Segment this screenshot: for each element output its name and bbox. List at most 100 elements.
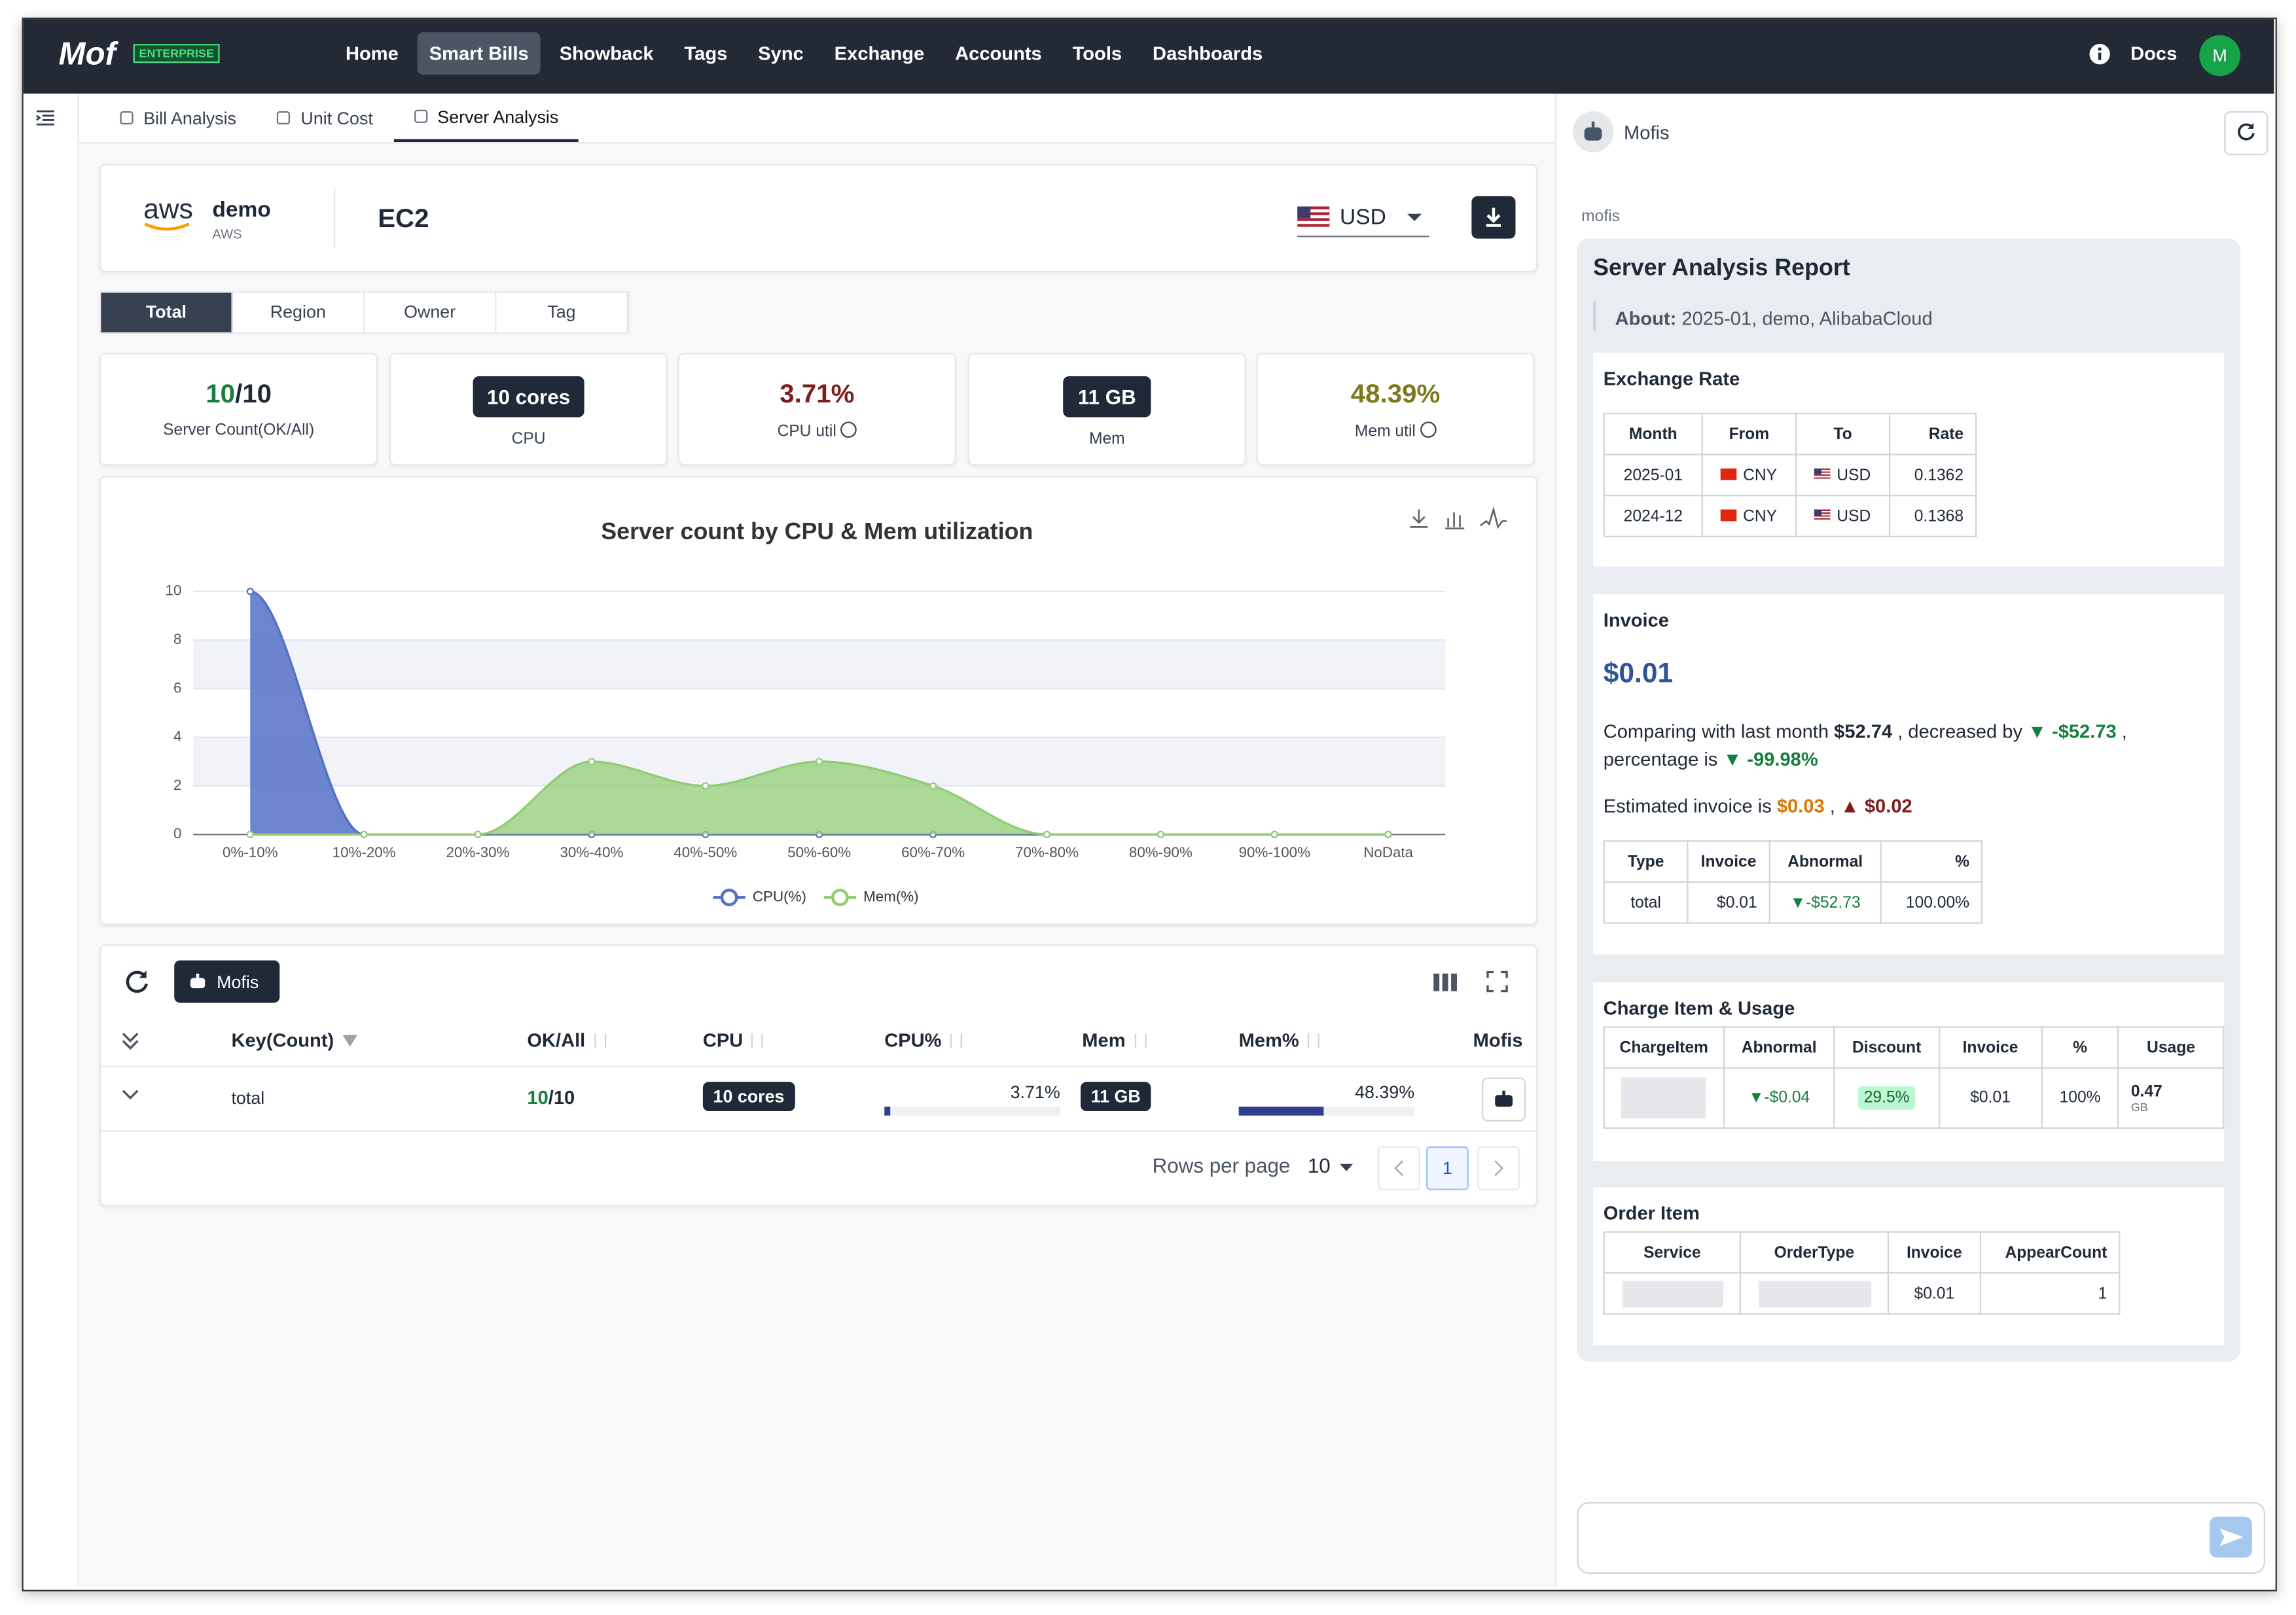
refresh-icon[interactable] — [124, 969, 151, 995]
docs-link[interactable]: Docs — [2130, 42, 2178, 65]
stat-card: 10 cores CPU — [389, 353, 668, 466]
avatar[interactable]: M — [2199, 35, 2240, 77]
send-button[interactable] — [2209, 1516, 2252, 1558]
text: , — [2121, 720, 2127, 743]
section-title: Charge Item & Usage — [1603, 997, 1795, 1020]
flag — [1721, 508, 1738, 521]
point — [360, 830, 368, 838]
cell — [1739, 1272, 1889, 1315]
column-header[interactable]: Mem% — [1238, 1029, 1299, 1052]
stat-pill: 10 cores — [472, 376, 585, 417]
expand-all-icon[interactable] — [120, 1031, 140, 1051]
nav-item[interactable]: Smart Bills — [417, 32, 541, 75]
sort-icon[interactable] — [1307, 1033, 1319, 1048]
segment[interactable]: Owner — [365, 293, 497, 332]
x-tick-label: 80%-90% — [1129, 844, 1193, 861]
cell-text: $0.01 — [1914, 1285, 1955, 1302]
tab[interactable]: Unit Cost — [257, 94, 393, 142]
toolbox[interactable] — [1410, 506, 1507, 529]
fullscreen-icon[interactable] — [1486, 970, 1509, 993]
header-cell: ChargeItem — [1603, 1026, 1725, 1069]
mofis-button[interactable]: Mofis — [174, 960, 280, 1003]
nav-item[interactable]: Showback — [559, 42, 654, 65]
column-header[interactable]: Key(Count) — [231, 1029, 334, 1052]
bar-icon[interactable] — [1445, 512, 1465, 529]
point — [929, 782, 937, 790]
last-month: $52.74 — [1834, 720, 1893, 743]
stat-value: 48.39% — [1258, 379, 1534, 410]
redacted — [1757, 1280, 1871, 1307]
percentage: ▼ -99.98% — [1723, 748, 1818, 770]
report-table: Service OrderType Invoice AppearCount $0.01 1 — [1603, 1231, 2121, 1315]
column-header[interactable]: Mem — [1082, 1029, 1126, 1052]
column-header[interactable]: CPU — [702, 1029, 744, 1052]
nav-item[interactable]: Exchange — [834, 42, 925, 65]
cell-text: 0.47 — [2130, 1082, 2162, 1101]
nav-item[interactable]: Home — [345, 42, 399, 65]
comparison: Comparing with last month $52.74 , decre… — [1604, 717, 2189, 773]
nav-item[interactable]: Dashboards — [1153, 42, 1263, 65]
cell-text: USD — [1837, 466, 1871, 484]
report-title: Server Analysis Report — [1593, 256, 1850, 281]
x-tick-label: 50%-60% — [787, 844, 851, 861]
nav-item[interactable]: Sync — [758, 42, 804, 65]
section-title: Order Item — [1603, 1201, 1700, 1224]
cell: USD — [1795, 495, 1891, 538]
sort-icon[interactable] — [594, 1033, 607, 1048]
cell: 100.00% — [1880, 881, 1983, 924]
header-cell: From — [1701, 412, 1797, 455]
segment[interactable]: Tag — [496, 293, 628, 332]
row: $0.01 1 — [1603, 1272, 2121, 1315]
refresh-icon — [2238, 122, 2255, 141]
line-icon[interactable] — [1480, 506, 1507, 529]
segment[interactable]: Region — [233, 293, 365, 332]
row-expand-icon[interactable] — [122, 1089, 139, 1101]
info-icon[interactable] — [2088, 43, 2111, 66]
cell-text: $0.01 — [1717, 893, 1757, 912]
stat-pill: 11 GB — [1063, 376, 1151, 417]
filter-icon[interactable] — [342, 1035, 357, 1047]
cell: 100% — [2041, 1067, 2119, 1129]
chart-title: Server count by CPU & Mem utilization — [601, 518, 1033, 544]
column-header[interactable]: Mofis — [1473, 1029, 1523, 1052]
stat-card: 11 GB Mem — [967, 353, 1246, 466]
tab[interactable]: Bill Analysis — [99, 94, 257, 142]
tab[interactable]: Server Analysis — [393, 94, 579, 143]
logo[interactable]: Mof — [58, 35, 116, 72]
invoice-amount: $0.01 — [1603, 658, 1674, 690]
columns-icon[interactable] — [1432, 972, 1458, 993]
nav: Home Smart Bills Showback Tags Sync Exchange A… — [334, 32, 1282, 75]
page-number[interactable]: 1 — [1426, 1146, 1469, 1190]
flag — [1814, 508, 1831, 521]
nav-item[interactable]: Tools — [1072, 42, 1122, 65]
cell-text: ▼-$0.04 — [1748, 1089, 1810, 1107]
prev-page[interactable] — [1378, 1146, 1421, 1190]
mem-progress — [1238, 1107, 1415, 1116]
save-icon[interactable] — [1410, 509, 1428, 528]
column-header[interactable]: OK/All — [527, 1029, 586, 1052]
download-button[interactable] — [1471, 196, 1516, 239]
sort-icon[interactable] — [1134, 1033, 1147, 1048]
currency-select[interactable]: USD — [1297, 198, 1429, 238]
next-page[interactable] — [1477, 1146, 1520, 1190]
row-rule — [101, 1130, 1536, 1132]
nav-item[interactable]: Tags — [684, 42, 728, 65]
decrease: ▼ -$52.73 — [2028, 720, 2117, 743]
badge: ENTERPRISE — [133, 44, 220, 63]
cell-text: ▼-$52.73 — [1789, 893, 1861, 912]
nav-item[interactable]: Accounts — [955, 42, 1042, 65]
sort-icon[interactable] — [950, 1033, 962, 1048]
menu-icon[interactable] — [35, 109, 56, 129]
panel-refresh[interactable] — [2224, 111, 2269, 156]
page-size[interactable]: 10 — [1307, 1153, 1331, 1177]
y-tick-label: 6 — [173, 679, 181, 696]
row-mofis-button[interactable] — [1482, 1077, 1526, 1122]
chat-input[interactable] — [1577, 1502, 2265, 1574]
x-tick-label: 70%-80% — [1015, 844, 1079, 861]
column-header[interactable]: CPU% — [884, 1029, 942, 1052]
header-row: ChargeItem Abnormal Discount Invoice% Usage — [1603, 1026, 2225, 1069]
report-table: ChargeItem Abnormal Discount Invoice% Usage ▼… — [1603, 1026, 2225, 1129]
sort-icon[interactable] — [751, 1033, 763, 1048]
point — [1157, 830, 1164, 838]
segment[interactable]: Total — [101, 293, 233, 332]
